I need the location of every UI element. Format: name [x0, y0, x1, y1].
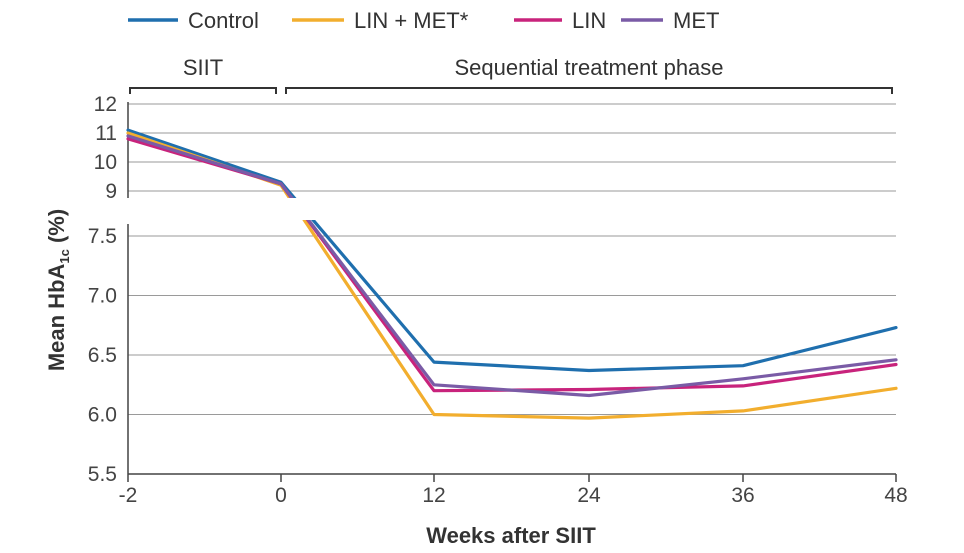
x-tick-labels: -2 0 12 24 36 48	[119, 484, 908, 507]
x-tick-label: 36	[731, 484, 754, 507]
series-line-met	[126, 134, 898, 398]
axes	[127, 102, 897, 482]
phase-label-sequential: Sequential treatment phase	[454, 55, 723, 80]
series-line-lin	[126, 137, 898, 393]
phase-bracket-sequential	[285, 87, 893, 94]
legend-label: LIN + MET*	[354, 8, 469, 33]
y-axis-title-subscript: 1c	[57, 249, 72, 263]
axis-break-band	[120, 198, 904, 220]
y-tick-label: 10	[94, 151, 117, 174]
y-tick-labels: 12 11 10 9 7.5 7.0 6.5 6.0 5.5	[88, 93, 117, 486]
phase-brackets: SIIT Sequential treatment phase	[129, 55, 893, 94]
y-tick-label: 6.5	[88, 344, 117, 367]
y-tick-label: 12	[94, 93, 117, 116]
y-axis-title-unit: (%)	[44, 209, 69, 249]
legend-label: LIN	[572, 8, 606, 33]
axis-break	[120, 198, 904, 220]
x-tick-label: -2	[119, 484, 138, 507]
y-tick-label: 5.5	[88, 463, 117, 486]
x-tick-label: 12	[422, 484, 445, 507]
y-tick-label: 9	[105, 180, 117, 203]
y-axis-title-main: Mean HbA	[44, 264, 69, 372]
y-tick-label: 7.0	[88, 285, 117, 308]
y-axis-title: Mean HbA1c (%)	[44, 209, 72, 371]
x-tick-label: 48	[884, 484, 907, 507]
series-line-control	[126, 128, 898, 373]
legend-label: MET	[673, 8, 719, 33]
y-tick-label: 6.0	[88, 404, 117, 427]
gridlines	[128, 103, 896, 415]
x-tick-label: 0	[275, 484, 287, 507]
phase-label-siit: SIIT	[183, 55, 223, 80]
legend-label: Control	[188, 8, 259, 33]
y-tick-label: 11	[95, 122, 117, 145]
legend: Control LIN + MET* LIN MET	[128, 8, 719, 33]
phase-bracket-siit	[129, 87, 277, 94]
series-lines	[126, 128, 898, 420]
x-axis-title: Weeks after SIIT	[426, 523, 596, 548]
x-tick-label: 24	[577, 484, 601, 507]
y-tick-label: 7.5	[88, 225, 117, 248]
